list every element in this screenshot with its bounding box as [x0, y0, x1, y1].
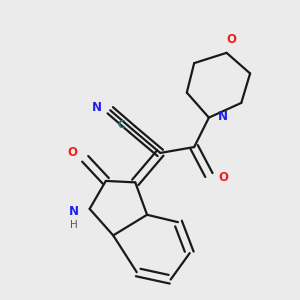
Text: O: O	[226, 33, 236, 46]
Text: O: O	[219, 172, 229, 184]
Text: C: C	[117, 120, 125, 130]
Text: N: N	[92, 101, 102, 114]
Text: N: N	[218, 110, 228, 123]
Text: N: N	[68, 205, 78, 218]
Text: O: O	[67, 146, 77, 159]
Text: H: H	[70, 220, 77, 230]
